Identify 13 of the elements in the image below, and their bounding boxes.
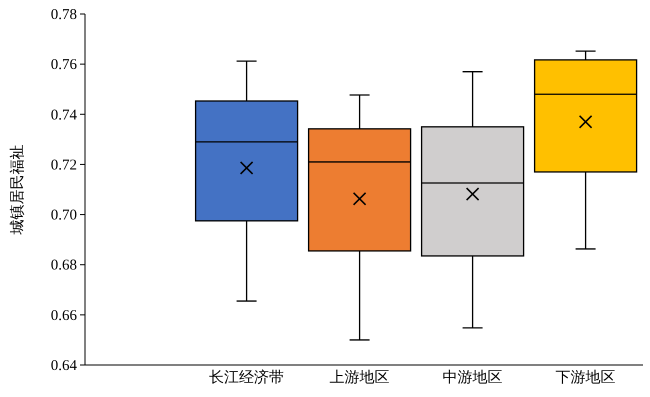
y-tick-label: 0.72 — [50, 157, 77, 174]
y-tick-label: 0.64 — [50, 358, 78, 374]
y-tick-label: 0.76 — [50, 57, 78, 74]
y-tick-label: 0.68 — [50, 258, 77, 274]
y-axis-title: 城镇居民福祉 — [9, 144, 26, 236]
y-tick-label: 0.70 — [50, 208, 77, 224]
x-tick-label: 长江经济带 — [209, 369, 284, 386]
x-tick-label: 上游地区 — [330, 369, 390, 386]
x-tick-label: 中游地区 — [442, 369, 503, 386]
y-tick-label: 0.78 — [50, 7, 77, 23]
y-tick-label: 0.66 — [50, 308, 78, 324]
y-tick-label: 0.74 — [50, 107, 78, 124]
x-tick-label: 下游地区 — [556, 369, 616, 386]
